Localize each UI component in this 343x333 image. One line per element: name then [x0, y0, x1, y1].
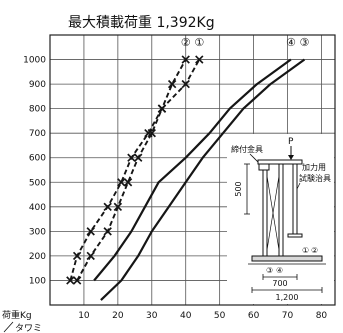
y-tick-label: 600 [29, 154, 46, 164]
loading-jig-label-2: 試験治具 [299, 173, 331, 183]
x-axis-label: タワミ [15, 323, 42, 333]
clamp-fitting [258, 163, 270, 171]
data-point-marker [181, 79, 190, 89]
series [66, 55, 306, 301]
series-line-1 [76, 59, 201, 281]
jig-leader-line [296, 182, 301, 190]
data-point-marker [157, 104, 167, 113]
data-point-marker [86, 251, 95, 261]
y-tick-label: 200 [29, 252, 46, 262]
data-point-marker [113, 202, 123, 212]
inner-width-dimension-label: 700 [272, 279, 287, 288]
y-tick-label: 700 [29, 129, 46, 139]
test-setup-diagram: P 締付金具 加力用 試験治具 500 ① ② ③ ④ 700 1,200 [227, 134, 334, 304]
y-tick-label: 500 [29, 178, 46, 188]
post-left [262, 169, 268, 257]
x-tick-label: 10 [78, 311, 90, 321]
data-point-marker [181, 55, 190, 64]
data-point-marker [66, 276, 75, 285]
tick-labels: 100 200 300 400 500 600 700 800 900 1000 10 20 30 40 5… [23, 36, 327, 321]
series-label: ① [194, 36, 204, 49]
position-label: ② [311, 246, 318, 255]
series-line-3 [100, 58, 306, 301]
data-point-marker [167, 79, 177, 89]
data-point-marker [195, 55, 204, 64]
data-point-marker [72, 251, 82, 261]
loading-jig-label-1: 加力用 [302, 162, 326, 172]
post-right [278, 163, 284, 257]
data-point-marker [103, 202, 112, 212]
x-tick-label: 70 [282, 311, 294, 321]
data-point-marker [86, 227, 95, 236]
position-label: ④ [276, 266, 283, 275]
axis-corner-divider [3, 321, 14, 333]
y-tick-label: 900 [29, 80, 46, 90]
series-label: ② [181, 36, 191, 49]
data-point-marker [103, 227, 112, 236]
data-point-marker [123, 178, 133, 187]
x-tick-label: 60 [248, 311, 260, 321]
series-line-2 [69, 59, 187, 281]
top-beam [257, 159, 303, 165]
y-tick-label: 300 [29, 227, 46, 237]
position-label: ① [302, 246, 309, 255]
y-tick-label: 1000 [23, 56, 46, 66]
loading-jig-bar [292, 163, 298, 235]
base-plate [251, 255, 323, 262]
load-arrow-head [288, 155, 294, 160]
diagonal-brace [266, 175, 280, 251]
x-tick-label: 20 [112, 311, 124, 321]
outer-width-dimension-label: 1,200 [276, 293, 299, 302]
loading-jig-plate [287, 233, 303, 238]
height-dimension-label: 500 [234, 181, 243, 196]
y-tick-label: 400 [29, 203, 46, 213]
x-tick-label: 40 [180, 311, 192, 321]
data-point-marker [72, 276, 82, 285]
data-point-marker [144, 128, 153, 138]
series-label: ③ [300, 36, 310, 49]
y-axis-label: 荷重Kg [2, 309, 32, 321]
load-p-label: P [288, 137, 294, 147]
y-tick-label: 100 [29, 276, 46, 286]
position-label: ③ [266, 266, 273, 275]
series-label: ④ [286, 36, 296, 49]
clamp-fitting-label: 締付金具 [231, 144, 263, 154]
series-line-4 [93, 58, 292, 282]
y-tick-label: 800 [29, 105, 46, 115]
x-tick-label: 30 [146, 311, 158, 321]
plot-frame [49, 34, 336, 306]
chart-title: 最大積載荷重 1,392Kg [68, 15, 215, 31]
x-tick-label: 50 [214, 311, 226, 321]
data-point-marker [127, 153, 136, 162]
data-point-marker [134, 153, 143, 162]
x-tick-label: 80 [316, 311, 328, 321]
data-point-marker [117, 178, 126, 187]
